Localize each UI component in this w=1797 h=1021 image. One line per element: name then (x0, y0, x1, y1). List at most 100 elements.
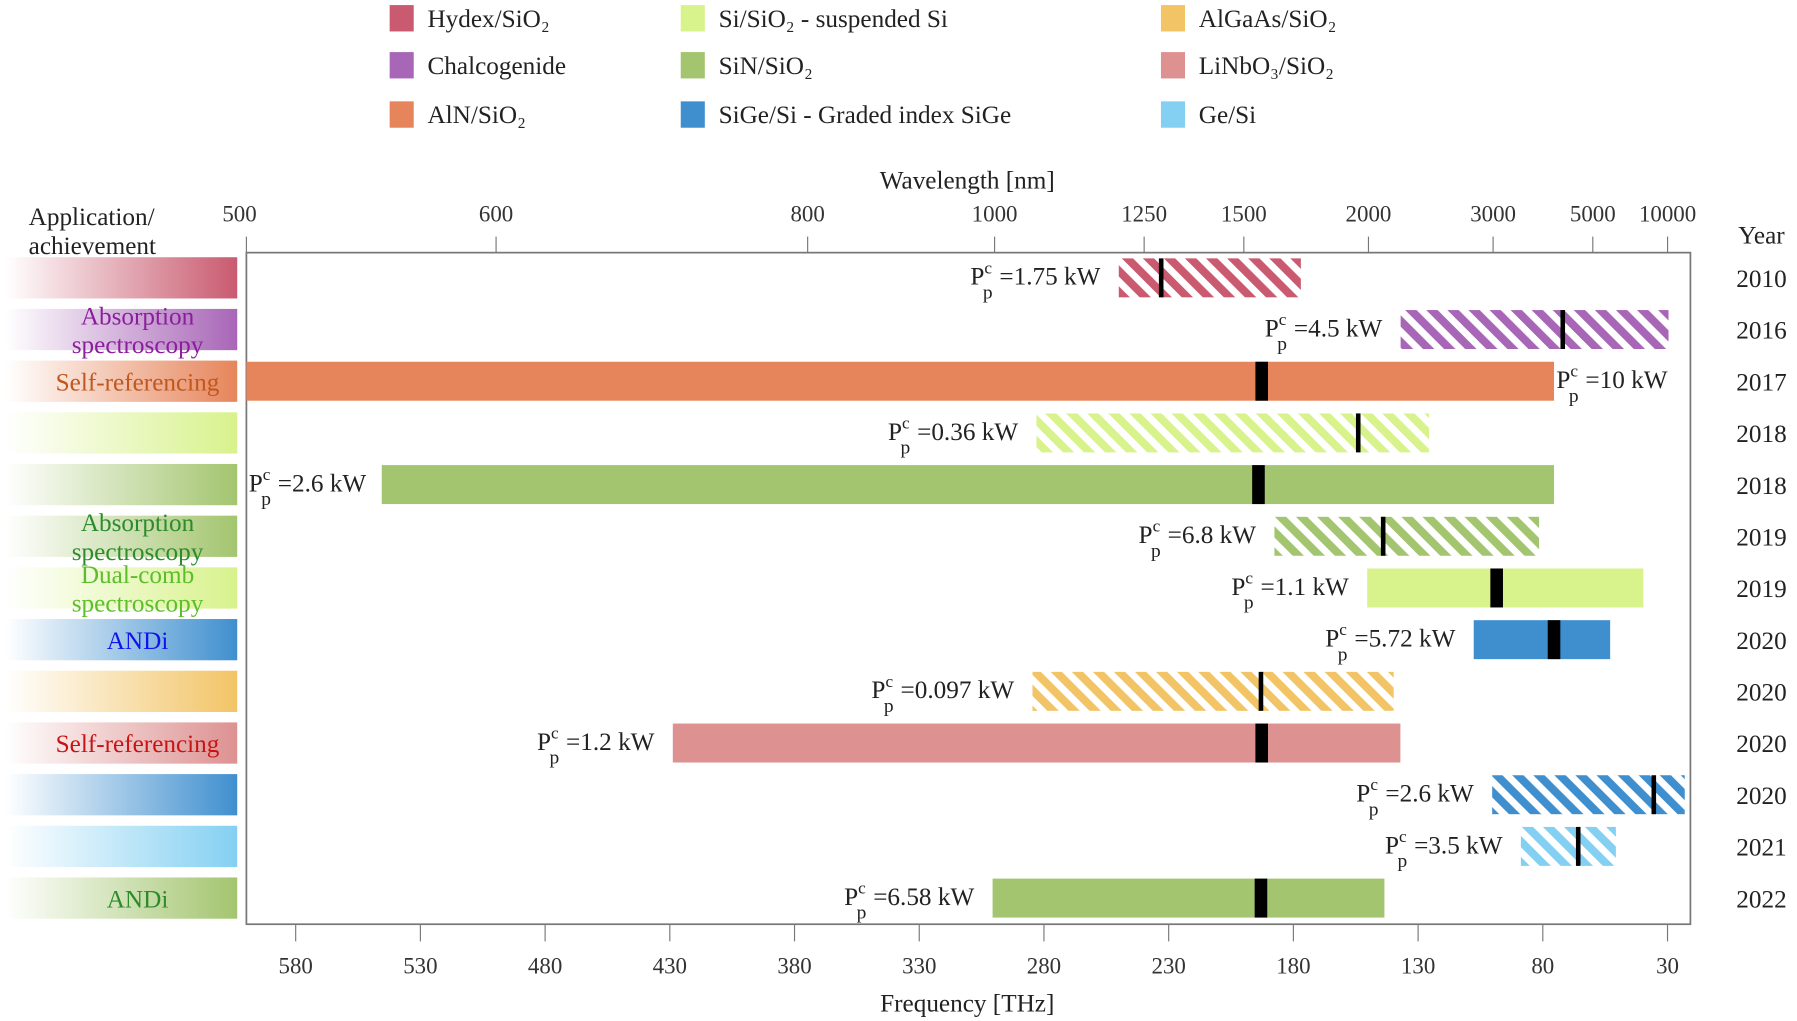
legend-label: SiGe/Si - Graded index SiGe (719, 102, 1012, 129)
top-tick-label: 2000 (1346, 202, 1392, 227)
legend-label: LiNbO₃/SiO₂ (1199, 53, 1334, 80)
axes: Wavelength [nm] Frequency [THz] 500 600 800 1… (29, 167, 1786, 1017)
power-symbol: P (1556, 367, 1570, 394)
pump-wavelength-marker (1255, 361, 1269, 401)
power-symbol: P (1356, 781, 1370, 808)
power-symbol: P (1385, 832, 1399, 859)
bottom-tick-label: 230 (1151, 954, 1185, 979)
spectral-range-bar (1520, 826, 1616, 866)
legend-item: SiGe/Si - Graded index SiGe (680, 101, 1012, 129)
legend-swatch (1160, 5, 1186, 32)
peak-power-label: Pc p =4.5 kW (1265, 310, 1383, 355)
power-value: =0.36 kW (917, 419, 1018, 446)
application-label: Self-referencing (56, 369, 220, 396)
top-tick-label: 10000 (1639, 202, 1696, 227)
power-value: =6.58 kW (873, 884, 974, 911)
power-superscript: c (263, 465, 271, 484)
application-label: spectroscopy (72, 590, 204, 617)
bottom-tick-label: 380 (777, 954, 811, 979)
peak-power-label: Pc p =5.72 kW (1325, 620, 1455, 665)
timeline-row: Pc p =2.6 kW 2020 (5, 774, 1787, 820)
application-label: spectroscopy (72, 332, 204, 359)
application-box (5, 877, 238, 919)
application-box (5, 360, 238, 402)
bottom-tick-label: 80 (1531, 954, 1554, 979)
top-tick-label: 1500 (1221, 202, 1267, 227)
legend-item: LiNbO₃/SiO₂ (1160, 52, 1334, 80)
legend-item: AlN/SiO₂ (389, 101, 526, 129)
spectral-range-bar (1400, 310, 1669, 350)
legend-item: Chalcogenide (389, 52, 566, 80)
legend-label: Hydex/SiO₂ (427, 6, 549, 33)
legend-label: Ge/Si (1199, 102, 1256, 129)
application-box (5, 308, 238, 351)
power-value: =5.72 kW (1354, 626, 1455, 653)
pump-wavelength-marker (1651, 775, 1657, 815)
bottom-tick-label: 580 (279, 954, 313, 979)
legend-label: SiN/SiO₂ (719, 53, 813, 80)
pump-wavelength-marker (1490, 568, 1503, 608)
legend-label: AlGaAs/SiO₂ (1199, 6, 1337, 33)
bottom-tick-label: 480 (528, 954, 562, 979)
peak-power-label: Pc p =1.75 kW (970, 258, 1100, 303)
top-axis-title: Wavelength [nm] (880, 167, 1055, 194)
bottom-tick-label: 430 (653, 954, 687, 979)
power-value: =4.5 kW (1294, 315, 1383, 342)
legend-swatch (389, 5, 414, 32)
power-symbol: P (844, 884, 858, 911)
year-label: 2019 (1736, 576, 1786, 603)
application-box (5, 567, 238, 609)
power-symbol: P (970, 264, 984, 291)
power-superscript: c (1245, 568, 1253, 587)
legend-swatch (1160, 101, 1186, 128)
pump-wavelength-marker (1560, 310, 1566, 350)
pump-wavelength-marker (1575, 826, 1581, 866)
pump-wavelength-marker (1355, 413, 1361, 453)
power-value: =1.75 kW (999, 264, 1100, 291)
power-superscript: c (551, 723, 559, 742)
peak-power-label: Pc p =1.1 kW (1231, 568, 1349, 613)
legend-label: AlN/SiO₂ (427, 102, 525, 129)
power-subscript: p (1277, 334, 1287, 355)
timeline-row: ANDi Pc p =5.72 kW 2020 (5, 619, 1787, 665)
peak-power-label: Pc p =6.8 kW (1139, 517, 1257, 562)
timeline-row: Pc p =2.6 kW 2018 (5, 463, 1787, 510)
top-tick-label: 1250 (1121, 202, 1167, 227)
application-label: Absorption (81, 303, 195, 330)
year-label: 2020 (1736, 731, 1786, 758)
power-symbol: P (537, 729, 551, 756)
top-tick-label: 1000 (972, 202, 1018, 227)
timeline-row: ANDi Pc p =6.58 kW 2022 (5, 877, 1787, 924)
bottom-tick-label: 30 (1656, 954, 1679, 979)
pump-wavelength-marker (1547, 620, 1561, 660)
peak-power-label: Pc p =0.097 kW (871, 672, 1014, 717)
power-symbol: P (1231, 574, 1245, 601)
pump-wavelength-marker (1158, 258, 1164, 298)
legend-item: Si/SiO₂ - suspended Si (680, 5, 948, 33)
application-label: spectroscopy (72, 539, 204, 566)
application-label: ANDi (107, 886, 169, 913)
peak-power-label: Pc p =10 kW (1556, 362, 1667, 407)
spectral-range-bar (672, 723, 1401, 763)
peak-power-label: Pc p =6.58 kW (844, 879, 974, 924)
pump-wavelength-marker (1252, 465, 1265, 505)
spectral-range-bar (1032, 671, 1394, 711)
power-superscript: c (1570, 362, 1578, 381)
spectral-range-bar (992, 878, 1385, 918)
power-superscript: c (1153, 517, 1161, 536)
timeline-row: Pc p =3.5 kW 2021 (5, 825, 1787, 872)
legend-swatch (680, 52, 705, 79)
peak-power-label: Pc p =2.6 kW (249, 465, 367, 510)
power-subscript: p (857, 903, 867, 924)
application-box (5, 774, 238, 816)
spectral-range-bar (1274, 516, 1540, 556)
pump-wavelength-marker (1258, 671, 1264, 711)
power-symbol: P (871, 677, 885, 704)
top-tick-label: 500 (222, 202, 256, 227)
bottom-tick-label: 330 (902, 954, 936, 979)
power-value: =1.2 kW (566, 729, 655, 756)
legend-item: AlGaAs/SiO₂ (1160, 5, 1337, 33)
pump-wavelength-marker (1255, 723, 1269, 763)
top-tick-label: 5000 (1570, 202, 1616, 227)
